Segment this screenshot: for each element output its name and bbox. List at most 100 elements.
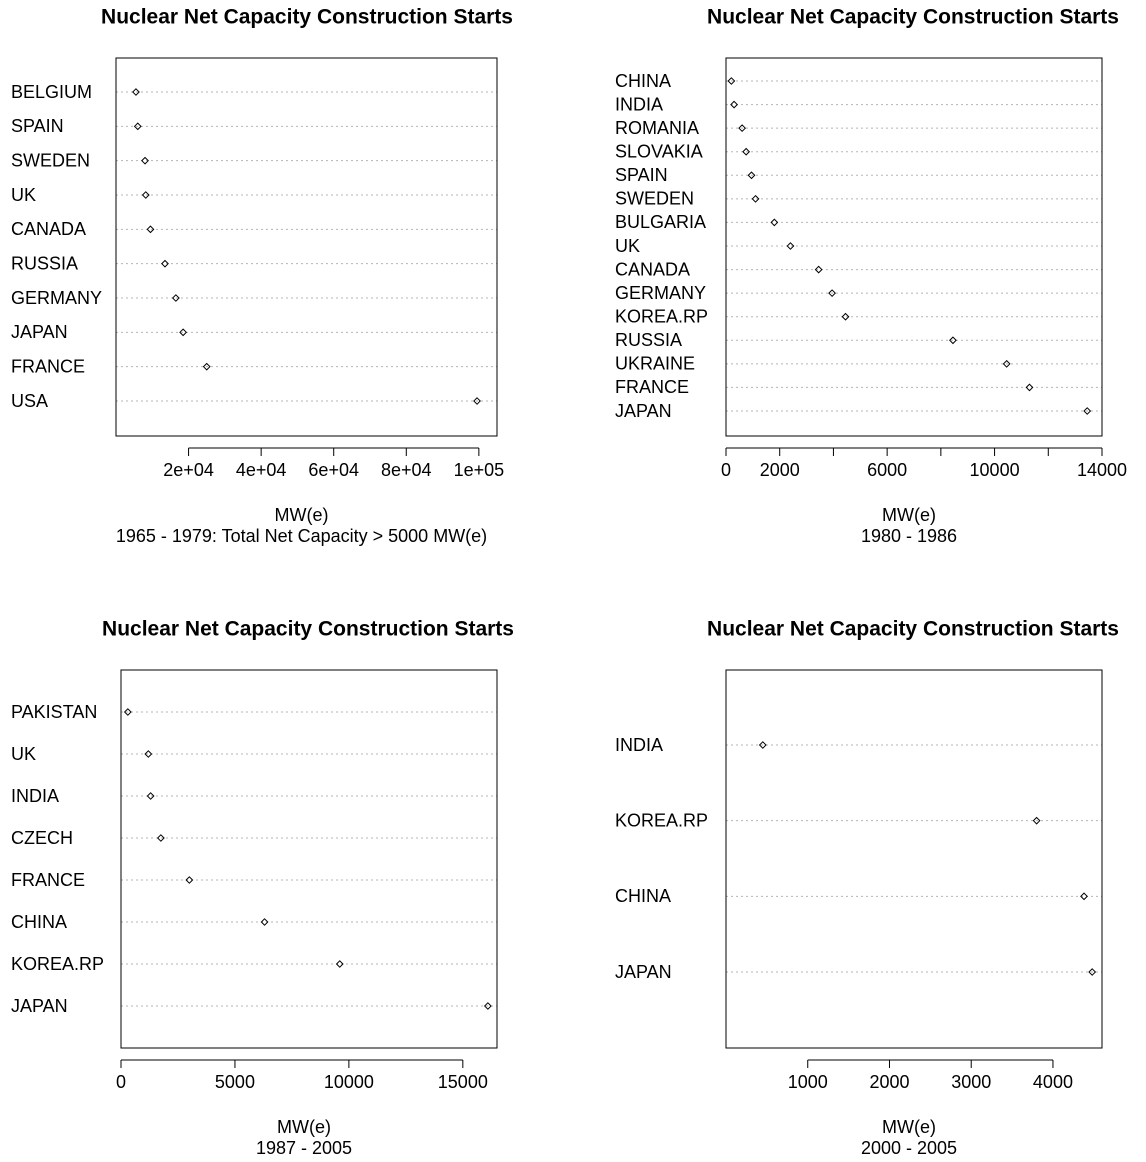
x-tick-label: 14000 xyxy=(1077,460,1127,480)
dotchart-panel-1980-1986: Nuclear Net Capacity Construction Starts… xyxy=(615,6,1127,546)
category-label: INDIA xyxy=(11,786,59,806)
data-point xyxy=(742,147,751,156)
data-point xyxy=(1088,968,1097,976)
category-label: JAPAN xyxy=(11,322,68,342)
data-point xyxy=(949,336,957,345)
x-tick-label: 10000 xyxy=(970,460,1020,480)
data-point xyxy=(123,708,132,716)
data-point xyxy=(141,156,149,165)
chart-subtitle: 1980 - 1986 xyxy=(861,526,957,546)
category-label: UK xyxy=(11,744,36,764)
category-label: RUSSIA xyxy=(615,330,682,350)
data-point xyxy=(132,88,140,96)
data-point xyxy=(179,328,188,337)
data-point xyxy=(133,122,142,131)
category-label: INDIA xyxy=(615,735,663,755)
x-tick-label: 0 xyxy=(116,1072,126,1092)
data-point xyxy=(161,259,169,268)
category-label: CANADA xyxy=(615,259,690,279)
category-label: RUSSIA xyxy=(11,253,78,273)
category-label: JAPAN xyxy=(615,401,672,421)
x-axis-label: MW(e) xyxy=(277,1117,331,1137)
x-tick-label: 2000 xyxy=(869,1072,909,1092)
chart-subtitle: 2000 - 2005 xyxy=(861,1138,957,1158)
category-label: FRANCE xyxy=(615,377,689,397)
dotchart-panel-1987-2005: Nuclear Net Capacity Construction Starts… xyxy=(11,618,514,1158)
category-label: ROMANIA xyxy=(615,118,699,138)
category-label: KOREA.RP xyxy=(615,810,708,830)
x-tick-label: 1e+05 xyxy=(454,460,505,480)
data-point xyxy=(1083,407,1092,415)
data-point xyxy=(727,77,736,85)
x-tick-label: 2000 xyxy=(760,460,800,480)
category-label: SPAIN xyxy=(615,165,668,185)
data-point xyxy=(260,918,269,926)
data-point xyxy=(1032,816,1041,825)
x-tick-label: 4000 xyxy=(1033,1072,1073,1092)
x-tick-label: 6000 xyxy=(867,460,907,480)
data-point xyxy=(814,265,823,274)
data-point xyxy=(1025,383,1034,392)
category-label: SPAIN xyxy=(11,116,64,136)
category-label: JAPAN xyxy=(615,962,672,982)
x-tick-label: 15000 xyxy=(438,1072,488,1092)
category-label: UKRAINE xyxy=(615,354,695,374)
category-label: CHINA xyxy=(615,71,671,91)
chart-title: Nuclear Net Capacity Construction Starts xyxy=(707,6,1119,29)
category-label: BULGARIA xyxy=(615,212,706,232)
chart-title: Nuclear Net Capacity Construction Starts xyxy=(101,6,513,29)
x-axis-label: MW(e) xyxy=(882,505,936,525)
category-label: INDIA xyxy=(615,94,663,114)
category-label: SWEDEN xyxy=(11,150,90,170)
x-tick-label: 2e+04 xyxy=(163,460,214,480)
category-label: JAPAN xyxy=(11,996,68,1016)
category-label: BELGIUM xyxy=(11,82,92,102)
x-tick-label: 4e+04 xyxy=(236,460,287,480)
chart-subtitle: 1965 - 1979: Total Net Capacity > 5000 M… xyxy=(116,526,487,546)
dotchart-panel-1965-1979: Nuclear Net Capacity Construction Starts… xyxy=(11,6,513,546)
data-point xyxy=(473,397,481,405)
data-point xyxy=(483,1002,492,1010)
data-point xyxy=(751,194,760,203)
data-point xyxy=(730,100,738,109)
plot-frame xyxy=(725,669,1103,1049)
data-point xyxy=(828,289,836,298)
data-point xyxy=(1002,359,1011,368)
category-label: SLOVAKIA xyxy=(615,141,703,161)
plot-frame xyxy=(115,57,498,437)
x-axis-label: MW(e) xyxy=(882,1117,936,1137)
data-point xyxy=(202,362,211,371)
data-point xyxy=(738,124,747,133)
data-point xyxy=(146,225,155,234)
x-tick-label: 1000 xyxy=(788,1072,828,1092)
category-label: CHINA xyxy=(11,912,67,932)
category-label: CANADA xyxy=(11,219,86,239)
chart-subtitle: 1987 - 2005 xyxy=(256,1138,352,1158)
x-tick-label: 6e+04 xyxy=(308,460,359,480)
category-label: GERMANY xyxy=(11,288,102,308)
category-label: CHINA xyxy=(615,886,671,906)
category-label: USA xyxy=(11,391,48,411)
data-point xyxy=(144,750,153,758)
dotchart-panel-2000-2005: Nuclear Net Capacity Construction Starts… xyxy=(615,618,1119,1158)
data-point xyxy=(185,876,194,884)
data-point xyxy=(841,312,850,321)
plot-frame xyxy=(725,57,1103,437)
data-point xyxy=(146,792,155,800)
data-point xyxy=(758,741,767,749)
chart-title: Nuclear Net Capacity Construction Starts xyxy=(707,618,1119,641)
data-point xyxy=(171,294,180,302)
plot-frame xyxy=(120,669,498,1049)
category-label: CZECH xyxy=(11,828,73,848)
category-label: SWEDEN xyxy=(615,189,694,209)
category-label: FRANCE xyxy=(11,870,85,890)
x-tick-label: 8e+04 xyxy=(381,460,432,480)
x-tick-label: 10000 xyxy=(324,1072,374,1092)
data-point xyxy=(335,960,344,968)
category-label: UK xyxy=(11,185,36,205)
x-tick-label: 3000 xyxy=(951,1072,991,1092)
category-label: UK xyxy=(615,236,640,256)
data-point xyxy=(786,242,795,250)
category-label: KOREA.RP xyxy=(11,954,104,974)
